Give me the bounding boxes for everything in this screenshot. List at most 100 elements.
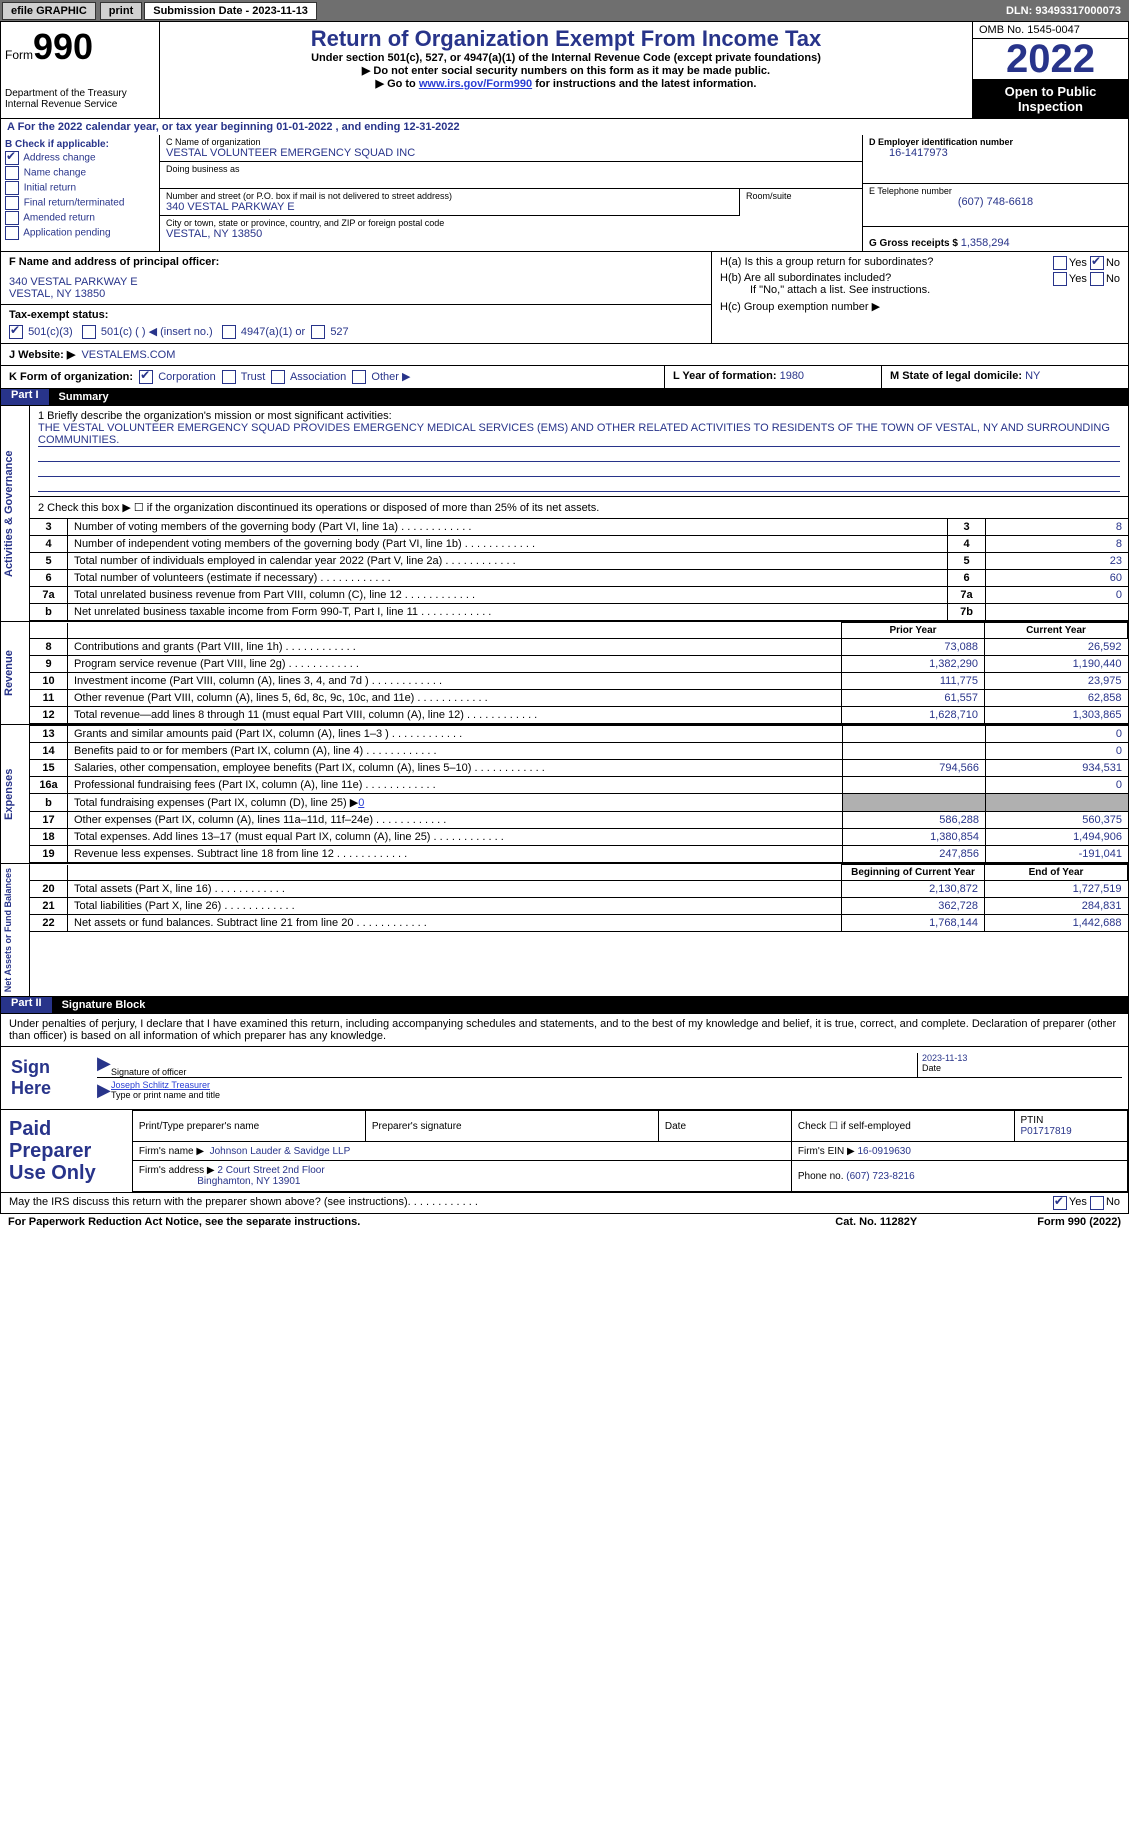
side-netassets: Net Assets or Fund Balances bbox=[1, 864, 30, 996]
note-ssn: Do not enter social security numbers on … bbox=[164, 64, 968, 77]
form990-link[interactable]: www.irs.gov/Form990 bbox=[419, 78, 532, 90]
ha-yes[interactable] bbox=[1053, 256, 1067, 270]
sig-officer-label: Signature of officer bbox=[111, 1067, 186, 1077]
discuss-row: May the IRS discuss this return with the… bbox=[0, 1193, 1129, 1214]
side-activities: Activities & Governance bbox=[1, 406, 30, 621]
chk-corp[interactable] bbox=[139, 370, 153, 384]
type-name-label: Type or print name and title bbox=[111, 1090, 220, 1100]
chk-name-change[interactable] bbox=[5, 166, 19, 180]
g-receipts-label: G Gross receipts $ bbox=[869, 238, 958, 249]
prep-date-label: Date bbox=[658, 1111, 791, 1142]
section-identity: B Check if applicable: Address change Na… bbox=[0, 135, 1129, 252]
table-row: 15Salaries, other compensation, employee… bbox=[30, 760, 1128, 777]
sig-arrow2-icon: ▶ bbox=[97, 1080, 111, 1101]
part1-header: Part I Summary bbox=[0, 389, 1129, 406]
efile-graphic-label: efile GRAPHIC bbox=[2, 2, 96, 20]
open-public-badge: Open to Public Inspection bbox=[973, 80, 1128, 118]
officer-name[interactable]: Joseph Schlitz Treasurer bbox=[111, 1080, 210, 1090]
table-row: 3Number of voting members of the governi… bbox=[30, 519, 1128, 536]
hb-yes[interactable] bbox=[1053, 272, 1067, 286]
chk-amended[interactable] bbox=[5, 211, 19, 225]
sign-here-block: Sign Here ▶ Signature of officer 2023-11… bbox=[0, 1047, 1129, 1110]
chk-final-return[interactable] bbox=[5, 196, 19, 210]
chk-4947[interactable] bbox=[222, 325, 236, 339]
gross-receipts: 1,358,294 bbox=[961, 237, 1010, 249]
part1-title: Summary bbox=[59, 391, 109, 403]
chk-assoc[interactable] bbox=[271, 370, 285, 384]
table-row: 11Other revenue (Part VIII, column (A), … bbox=[30, 690, 1128, 707]
chk-app-pending[interactable] bbox=[5, 226, 19, 240]
dept-label: Department of the Treasury Internal Reve… bbox=[5, 88, 155, 110]
q1-label: 1 Briefly describe the organization's mi… bbox=[38, 410, 1120, 422]
part2-header: Part II Signature Block bbox=[0, 997, 1129, 1014]
firm-ein-label: Firm's EIN ▶ bbox=[798, 1146, 855, 1157]
part2-label: Part II bbox=[1, 997, 52, 1013]
firm-name: Johnson Lauder & Savidge LLP bbox=[210, 1146, 351, 1157]
check-self[interactable]: Check ☐ if self-employed bbox=[791, 1111, 1014, 1142]
table-row: 7aTotal unrelated business revenue from … bbox=[30, 587, 1128, 604]
prep-name-label: Print/Type preparer's name bbox=[132, 1111, 365, 1142]
firm-phone-label: Phone no. bbox=[798, 1171, 844, 1182]
sig-arrow-icon: ▶ bbox=[97, 1053, 111, 1077]
year-formation: 1980 bbox=[780, 370, 804, 382]
chk-527[interactable] bbox=[311, 325, 325, 339]
section-officer-group: F Name and address of principal officer:… bbox=[0, 252, 1129, 344]
form-number: 990 bbox=[33, 26, 93, 67]
prep-sig-label: Preparer's signature bbox=[365, 1111, 658, 1142]
chk-501c3[interactable] bbox=[9, 325, 23, 339]
part1-netassets: Net Assets or Fund Balances Beginning of… bbox=[0, 864, 1129, 997]
table-row: 17Other expenses (Part IX, column (A), l… bbox=[30, 812, 1128, 829]
table-row: 20Total assets (Part X, line 16)2,130,87… bbox=[30, 881, 1128, 898]
hb-no[interactable] bbox=[1090, 272, 1104, 286]
d-ein-label: D Employer identification number bbox=[869, 137, 1122, 147]
firm-phone: (607) 723-8216 bbox=[846, 1171, 914, 1182]
table-netassets: Beginning of Current YearEnd of Year20To… bbox=[30, 864, 1128, 932]
table-row: 9Program service revenue (Part VIII, lin… bbox=[30, 656, 1128, 673]
table-header: Beginning of Current YearEnd of Year bbox=[30, 865, 1128, 881]
form-footer: Form 990 (2022) bbox=[1037, 1216, 1121, 1228]
table-row: 22Net assets or fund balances. Subtract … bbox=[30, 915, 1128, 932]
table-row: 10Investment income (Part VIII, column (… bbox=[30, 673, 1128, 690]
table-governance: 3Number of voting members of the governi… bbox=[30, 518, 1128, 621]
sign-here-label: Sign Here bbox=[1, 1047, 91, 1109]
ha-label: H(a) Is this a group return for subordin… bbox=[720, 256, 933, 268]
discuss-no[interactable] bbox=[1090, 1196, 1104, 1210]
firm-addr2: Binghamton, NY 13901 bbox=[197, 1176, 300, 1187]
table-revenue: Prior YearCurrent Year8Contributions and… bbox=[30, 622, 1128, 724]
city-label: City or town, state or province, country… bbox=[166, 218, 856, 228]
form-header: Form990 Department of the Treasury Inter… bbox=[0, 21, 1129, 119]
chk-501c[interactable] bbox=[82, 325, 96, 339]
street-address: 340 VESTAL PARKWAY E bbox=[166, 201, 733, 213]
print-button[interactable]: print bbox=[100, 2, 142, 20]
chk-initial-return[interactable] bbox=[5, 181, 19, 195]
part1-body: Activities & Governance 1 Briefly descri… bbox=[0, 406, 1129, 622]
chk-address-change[interactable] bbox=[5, 151, 19, 165]
submission-date-field: Submission Date - 2023-11-13 bbox=[144, 2, 317, 20]
note2-pre: Go to bbox=[387, 78, 419, 90]
e-phone-label: E Telephone number bbox=[869, 186, 1122, 196]
table-row: bTotal fundraising expenses (Part IX, co… bbox=[30, 794, 1128, 812]
discuss-yes[interactable] bbox=[1053, 1196, 1067, 1210]
chk-other[interactable] bbox=[352, 370, 366, 384]
table-row: 16aProfessional fundraising fees (Part I… bbox=[30, 777, 1128, 794]
part1-label: Part I bbox=[1, 389, 49, 405]
firm-addr-label: Firm's address ▶ bbox=[139, 1165, 215, 1176]
side-revenue: Revenue bbox=[1, 622, 30, 724]
q2-text: 2 Check this box ▶ ☐ if the organization… bbox=[30, 497, 1128, 518]
table-row: 4Number of independent voting members of… bbox=[30, 536, 1128, 553]
table-row: bNet unrelated business taxable income f… bbox=[30, 604, 1128, 621]
row-website: J Website: ▶ VESTALEMS.COM bbox=[0, 344, 1129, 366]
firm-ein: 16-0919630 bbox=[858, 1146, 911, 1157]
ein-value: 16-1417973 bbox=[869, 147, 1122, 159]
chk-trust[interactable] bbox=[222, 370, 236, 384]
l-label: L Year of formation: bbox=[673, 370, 777, 382]
footer: For Paperwork Reduction Act Notice, see … bbox=[0, 1214, 1129, 1230]
page-title: Return of Organization Exempt From Incom… bbox=[164, 26, 968, 52]
declaration-text: Under penalties of perjury, I declare th… bbox=[0, 1014, 1129, 1047]
table-row: 6Total number of volunteers (estimate if… bbox=[30, 570, 1128, 587]
ha-no[interactable] bbox=[1090, 256, 1104, 270]
table-row: 5Total number of individuals employed in… bbox=[30, 553, 1128, 570]
firm-name-label: Firm's name ▶ bbox=[139, 1146, 204, 1157]
row-a-tax-year: A For the 2022 calendar year, or tax yea… bbox=[0, 119, 1129, 135]
note2-post: for instructions and the latest informat… bbox=[532, 78, 756, 90]
